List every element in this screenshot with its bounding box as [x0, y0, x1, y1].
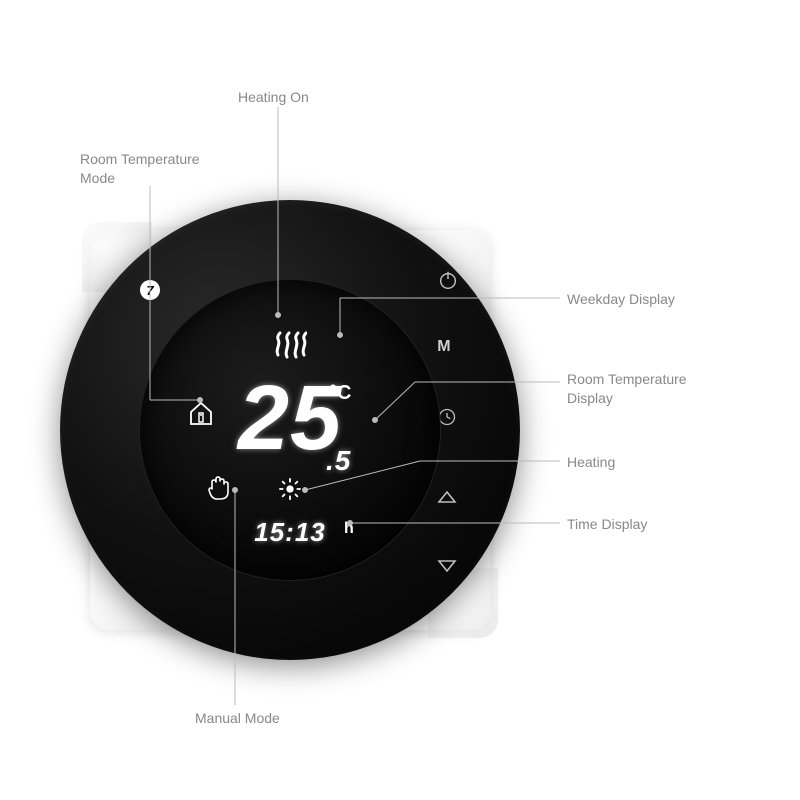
leader-lines: [0, 0, 800, 800]
